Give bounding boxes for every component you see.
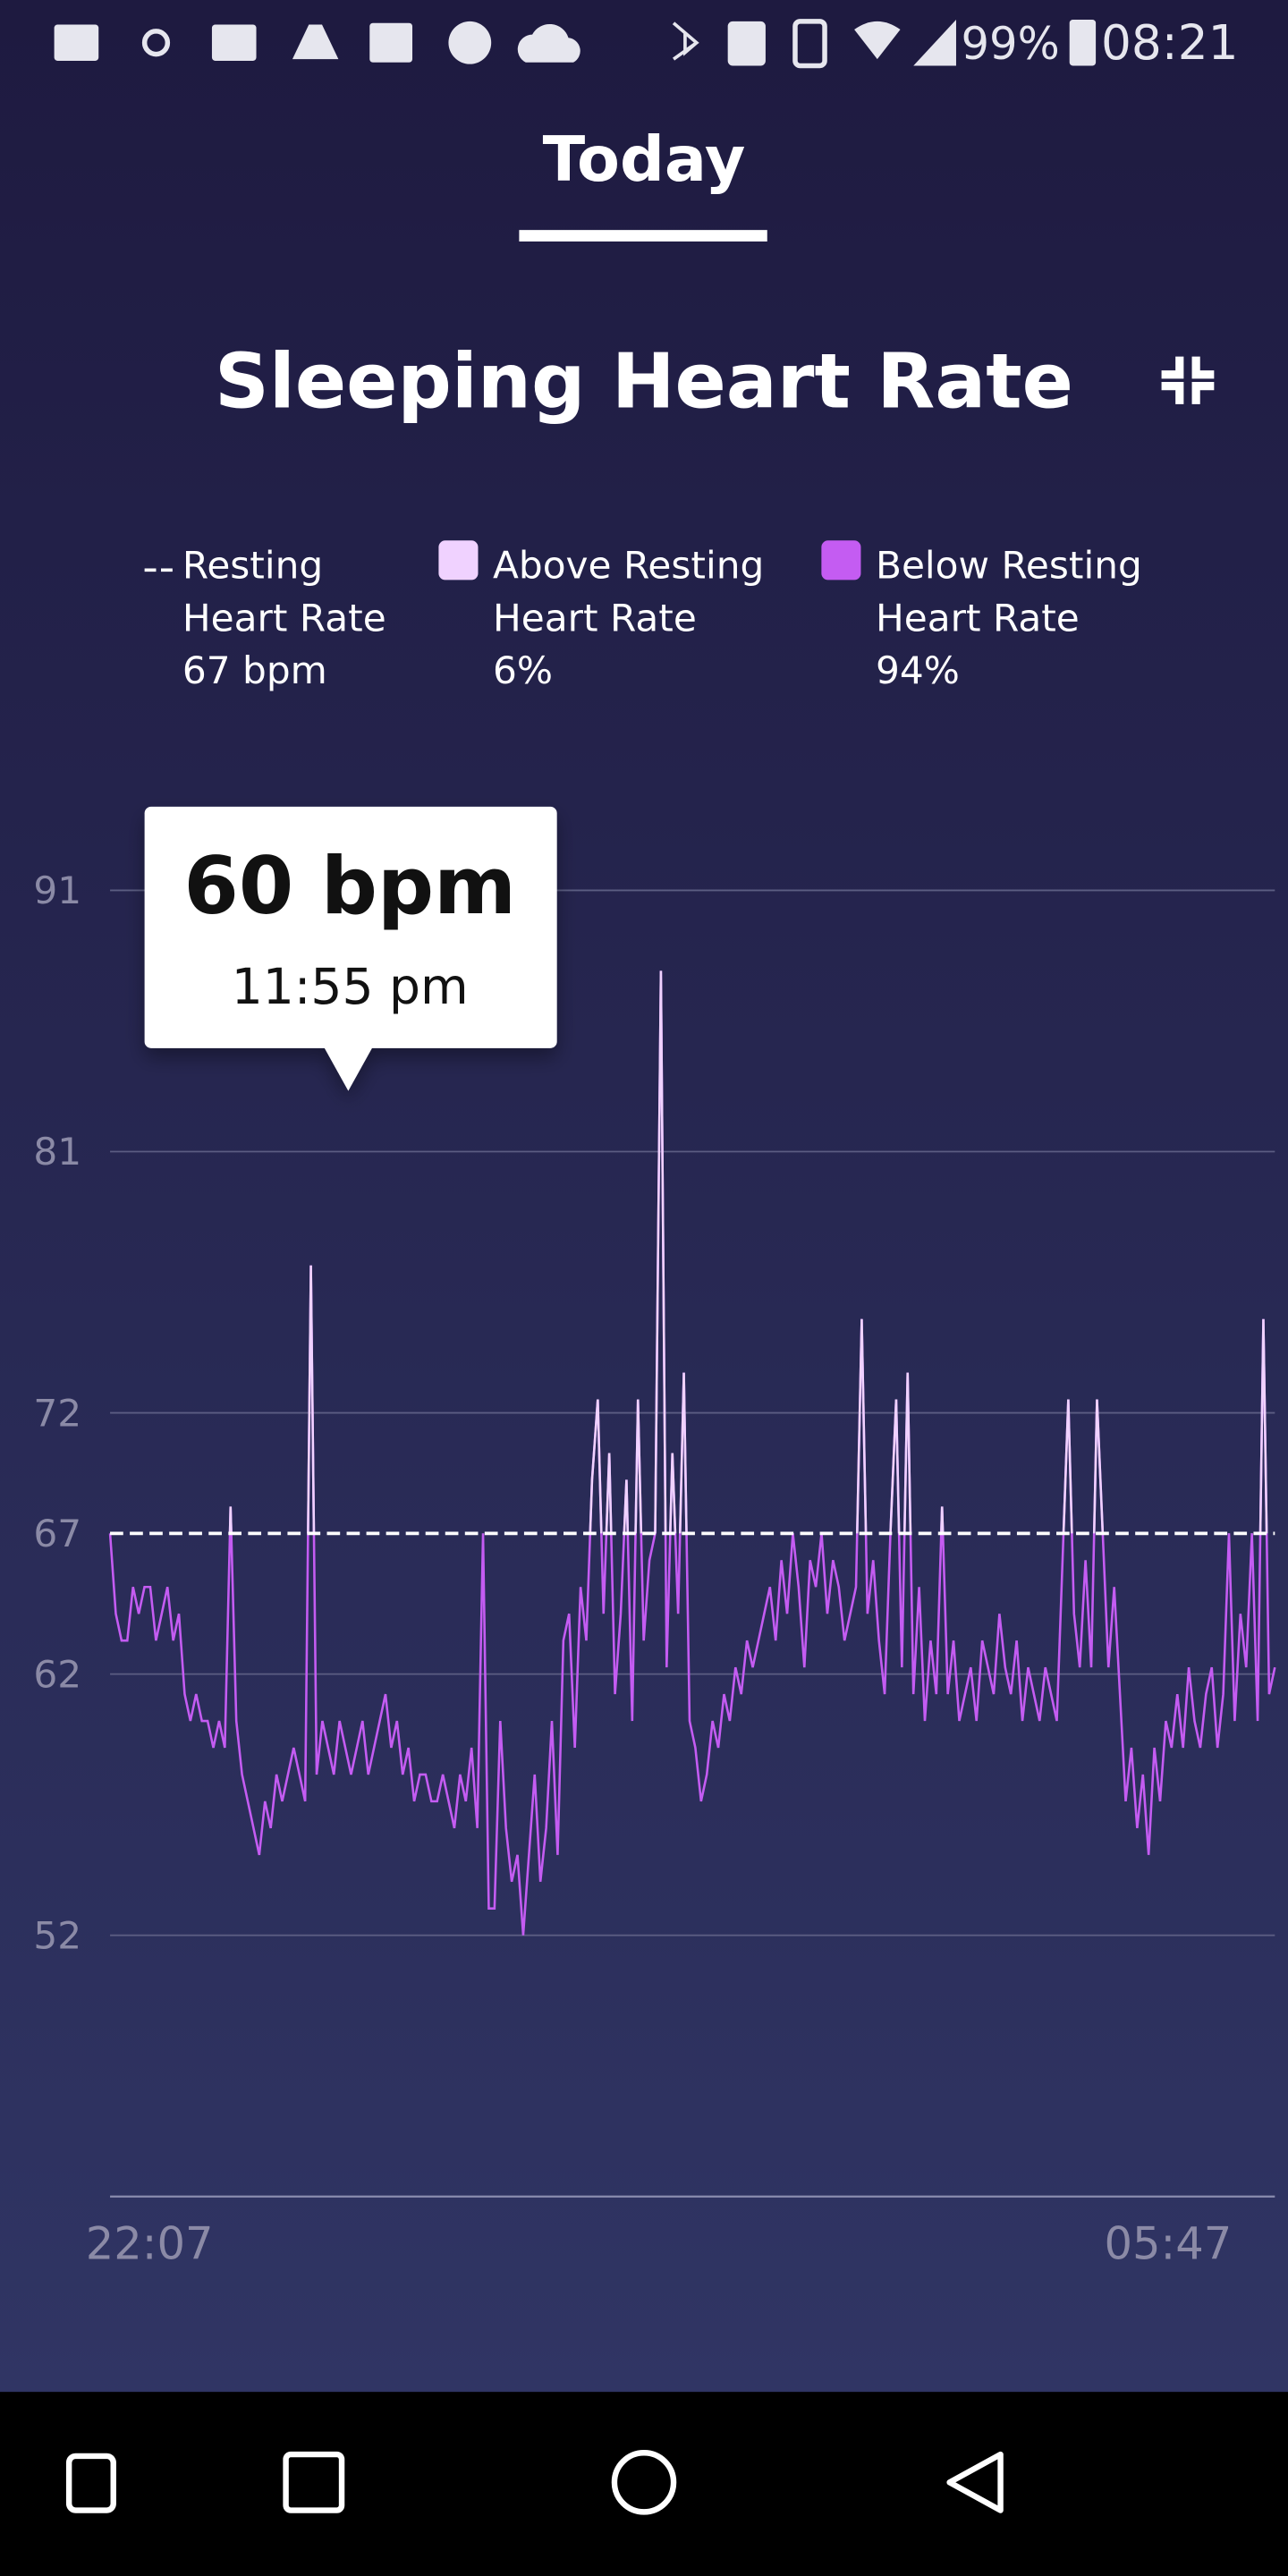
legend-value: 6%: [493, 648, 553, 692]
nav-back[interactable]: [946, 2451, 1004, 2513]
y-tick-label: 62: [33, 1652, 81, 1696]
legend-label: Heart Rate: [182, 596, 386, 640]
legend-swatch: [438, 540, 479, 580]
nav-switch[interactable]: [65, 2453, 116, 2513]
legend-label: Resting: [182, 544, 323, 588]
background: [0, 0, 1288, 2393]
nav-recents[interactable]: [283, 2451, 345, 2513]
legend-label: Below Resting: [876, 544, 1142, 588]
x-tick-label: 05:47: [1104, 2218, 1232, 2270]
nav-buttons: [65, 2450, 1004, 2515]
heart-rate-line: [108, 970, 1276, 1936]
x-tick-label: 22:07: [86, 2218, 214, 2270]
legend-swatch: [821, 540, 861, 580]
chart-title: Sleeping Heart Rate: [215, 338, 1073, 426]
legend-value: 67 bpm: [182, 648, 327, 692]
legend-label: Above Resting: [493, 544, 764, 588]
y-tick-label: 72: [33, 1391, 81, 1435]
status-icons: [54, 19, 1097, 69]
nav-bar: [0, 2392, 1288, 2576]
battery-level: 99%: [961, 18, 1059, 70]
tooltip-time: 11:55 pm: [232, 958, 469, 1015]
clock: 08:21: [1101, 15, 1238, 71]
legend-value: 94%: [876, 648, 960, 692]
collapse-button[interactable]: [1161, 356, 1215, 404]
y-tick-label: 52: [33, 1913, 81, 1957]
tooltip: [144, 806, 557, 1091]
legend-label: Heart Rate: [493, 596, 697, 640]
y-tick-label: 67: [33, 1512, 81, 1555]
y-tick-label: 81: [33, 1130, 81, 1174]
tab-indicator: [519, 230, 767, 242]
tab-today[interactable]: Today: [543, 123, 746, 196]
legend-label: Heart Rate: [876, 596, 1080, 640]
tooltip-value: 60 bpm: [184, 840, 516, 932]
y-tick-label: 91: [33, 869, 81, 912]
nav-home[interactable]: [611, 2450, 677, 2515]
